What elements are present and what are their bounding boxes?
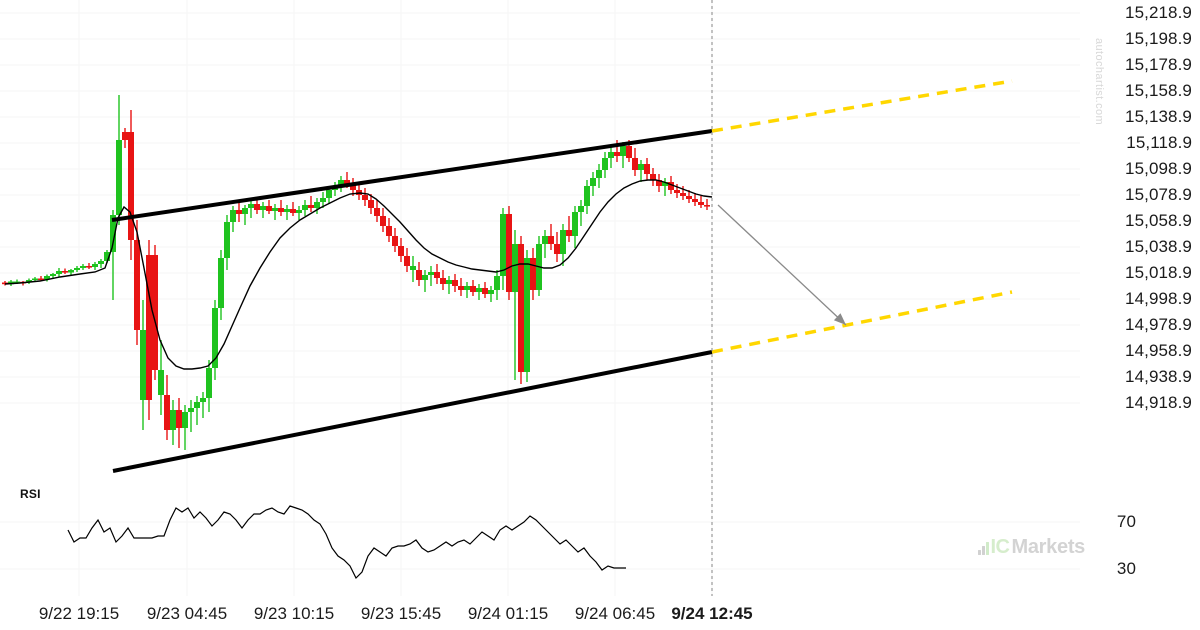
rsi-axis-label: 70 bbox=[1116, 512, 1136, 531]
trendline-group bbox=[111, 129, 713, 473]
price-axis-label: 15,138.9 bbox=[1125, 107, 1192, 126]
price-axis-label: 15,178.9 bbox=[1125, 55, 1192, 74]
price-axis-label: 15,078.9 bbox=[1125, 185, 1192, 204]
price-axis-label: 14,998.9 bbox=[1125, 289, 1192, 308]
price-axis-label: 14,958.9 bbox=[1125, 341, 1192, 360]
price-axis-label: 14,978.9 bbox=[1125, 315, 1192, 334]
time-axis-label-current: 9/24 12:45 bbox=[671, 604, 753, 623]
time-axis-label: 9/23 04:45 bbox=[146, 604, 228, 623]
projection-lines bbox=[711, 79, 1013, 354]
forecast-arrow bbox=[717, 204, 847, 326]
broker-logo-watermark: IC Markets bbox=[978, 536, 1085, 559]
price-axis-label: 15,118.9 bbox=[1126, 133, 1192, 152]
price-axis-label: 14,938.9 bbox=[1125, 367, 1192, 386]
broker-logo-secondary: Markets bbox=[1011, 536, 1086, 558]
price-axis-label: 15,098.9 bbox=[1125, 159, 1192, 178]
broker-logo-primary: IC bbox=[990, 536, 1011, 558]
rsi-pane-title: RSI bbox=[20, 487, 41, 501]
price-axis-label: 14,918.9 bbox=[1125, 393, 1192, 412]
rsi-series bbox=[67, 505, 626, 580]
rsi-axis-label: 30 bbox=[1116, 559, 1136, 578]
time-axis-label: 9/22 19:15 bbox=[38, 604, 120, 623]
horizontal-gridlines bbox=[0, 12, 1080, 570]
candlestick-series bbox=[2, 95, 710, 450]
autochartist-watermark: autochartist.com bbox=[1093, 38, 1105, 126]
price-axis-label: 15,058.9 bbox=[1125, 211, 1192, 230]
price-axis-label: 15,198.9 bbox=[1125, 29, 1192, 48]
price-axis-label: 15,018.9 bbox=[1125, 263, 1192, 282]
time-axis-label: 9/23 15:45 bbox=[360, 604, 442, 623]
time-axis-label: 9/23 10:15 bbox=[253, 604, 335, 623]
price-axis-label: 15,218.9 bbox=[1125, 3, 1192, 22]
time-axis-label: 9/24 06:45 bbox=[574, 604, 656, 623]
price-axis: 15,218.9 15,198.9 15,178.9 15,158.9 15,138.9… bbox=[1080, 0, 1200, 630]
price-axis-label: 15,038.9 bbox=[1125, 237, 1192, 256]
moving-average-line bbox=[4, 179, 713, 370]
price-axis-label: 15,158.9 bbox=[1125, 81, 1192, 100]
bar-chart-icon bbox=[978, 541, 989, 555]
time-axis-label: 9/24 01:15 bbox=[467, 604, 549, 623]
time-axis: 9/22 19:15 9/23 04:45 9/23 10:15 9/23 15:45… bbox=[0, 596, 1080, 630]
vertical-gridlines bbox=[78, 0, 713, 596]
